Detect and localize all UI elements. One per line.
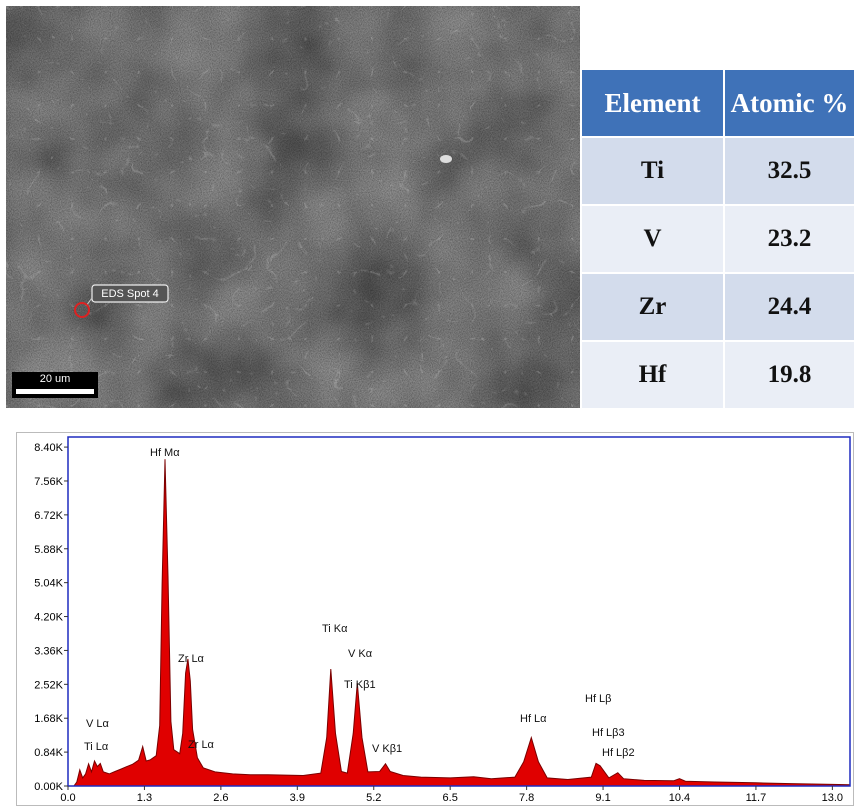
spot-label: EDS Spot 4 [101, 288, 158, 300]
x-tick-label: 2.6 [213, 792, 228, 804]
table-cell: 32.5 [725, 138, 854, 204]
x-tick-label: 10.4 [669, 792, 690, 804]
peak-label: Hf Lβ [585, 693, 612, 705]
y-tick-label: 0.00K [34, 781, 63, 793]
peak-label: Hf Mα [150, 447, 180, 459]
peak-label: V Lα [86, 718, 110, 730]
x-tick-label: 0.0 [60, 792, 75, 804]
y-tick-label: 8.40K [34, 442, 63, 454]
x-tick-label: 6.5 [443, 792, 458, 804]
y-tick-label: 5.88K [34, 544, 63, 556]
table-cell: 24.4 [725, 274, 854, 340]
y-tick-label: 6.72K [34, 510, 63, 522]
table-cell: V [582, 206, 723, 272]
sem-image: EDS Spot 4 20 um [6, 6, 580, 408]
table-cell: Zr [582, 274, 723, 340]
sem-veins [6, 6, 580, 408]
peak-label: Hf Lβ3 [592, 727, 625, 739]
x-tick-label: 5.2 [366, 792, 381, 804]
y-tick-label: 3.36K [34, 645, 63, 657]
peak-label: Hf Lα [520, 713, 547, 725]
x-tick-label: 9.1 [595, 792, 610, 804]
peak-label: Ti Kβ1 [344, 679, 376, 691]
x-tick-label: 7.8 [519, 792, 534, 804]
table-cell: Hf [582, 342, 723, 408]
eds-spectrum: 0.00K 0.84K 1.68K 2.52K 3.36K 4.20K 5.04K 5.88K… [0, 428, 854, 806]
peak-label: Hf Lβ2 [602, 747, 635, 759]
y-tick-label: 1.68K [34, 713, 63, 725]
table-cell: Element [582, 70, 723, 136]
y-tick-label: 4.20K [34, 612, 63, 624]
peak-label: Zr Lα [178, 653, 205, 665]
peak-label: V Kβ1 [372, 743, 402, 755]
scale-bar [16, 389, 94, 394]
y-tick-label: 0.84K [34, 747, 63, 759]
table-cell: Ti [582, 138, 723, 204]
scale-label: 20 um [40, 373, 71, 385]
peak-label: Ti Kα [322, 623, 348, 635]
peak-label: Zr Lα [188, 739, 215, 751]
peak-label: Ti Lα [84, 741, 109, 753]
table-cell: Atomic % [725, 70, 854, 136]
peak-label: V Kα [348, 648, 373, 660]
table-cell: 23.2 [725, 206, 854, 272]
page: {"image": {"spot_label": "EDS Spot 4", "… [0, 0, 854, 806]
particle [440, 155, 452, 163]
x-tick-label: 3.9 [290, 792, 305, 804]
x-tick-label: 13.0 [822, 792, 843, 804]
y-tick-label: 2.52K [34, 679, 63, 691]
table-cell: 19.8 [725, 342, 854, 408]
y-tick-label: 5.04K [34, 578, 63, 590]
x-tick-label: 1.3 [137, 792, 152, 804]
x-tick-label: 11.7 [746, 792, 767, 804]
y-tick-label: 7.56K [34, 476, 63, 488]
